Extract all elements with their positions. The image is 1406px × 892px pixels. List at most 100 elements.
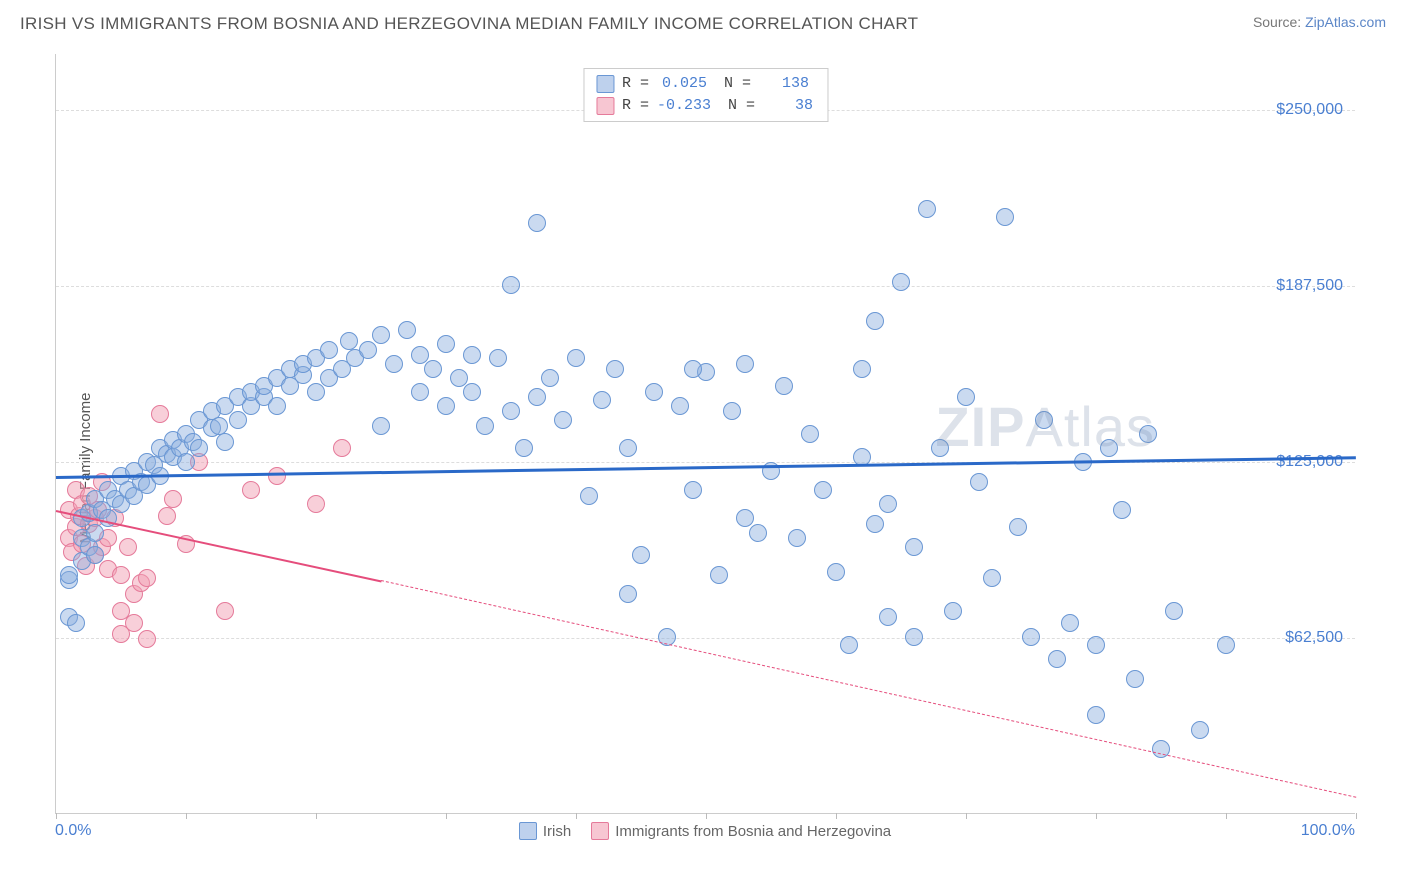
data-point: [476, 417, 494, 435]
data-point: [567, 349, 585, 367]
data-point: [684, 481, 702, 499]
data-point: [944, 602, 962, 620]
swatch-irish: [596, 75, 614, 93]
data-point: [775, 377, 793, 395]
legend-item-irish: Irish: [519, 822, 571, 840]
data-point: [749, 524, 767, 542]
x-tick: [576, 813, 577, 819]
data-point: [931, 439, 949, 457]
data-point: [268, 467, 286, 485]
data-point: [1100, 439, 1118, 457]
data-point: [1165, 602, 1183, 620]
data-point: [866, 515, 884, 533]
data-point: [632, 546, 650, 564]
data-point: [840, 636, 858, 654]
data-point: [918, 200, 936, 218]
source-link[interactable]: ZipAtlas.com: [1305, 14, 1386, 30]
data-point: [1139, 425, 1157, 443]
stats-row-bosnia: R = -0.233 N = 38: [596, 95, 813, 117]
data-point: [1087, 706, 1105, 724]
data-point: [307, 495, 325, 513]
swatch-bosnia: [591, 822, 609, 840]
data-point: [528, 214, 546, 232]
data-point: [1048, 650, 1066, 668]
data-point: [164, 490, 182, 508]
data-point: [905, 538, 923, 556]
data-point: [268, 397, 286, 415]
data-point: [67, 614, 85, 632]
gridline: [56, 638, 1355, 639]
r-irish: 0.025: [657, 73, 707, 95]
data-point: [736, 509, 754, 527]
x-tick: [1096, 813, 1097, 819]
data-point: [359, 341, 377, 359]
data-point: [138, 630, 156, 648]
data-point: [86, 524, 104, 542]
data-point: [437, 335, 455, 353]
data-point: [463, 383, 481, 401]
data-point: [229, 411, 247, 429]
data-point: [619, 439, 637, 457]
data-point: [1217, 636, 1235, 654]
legend-label-irish: Irish: [543, 823, 571, 840]
source-label: Source: ZipAtlas.com: [1253, 14, 1386, 30]
data-point: [853, 360, 871, 378]
y-tick-label: $62,500: [1285, 629, 1343, 647]
data-point: [86, 546, 104, 564]
data-point: [151, 405, 169, 423]
data-point: [957, 388, 975, 406]
x-tick: [706, 813, 707, 819]
data-point: [879, 495, 897, 513]
data-point: [398, 321, 416, 339]
data-point: [684, 360, 702, 378]
data-point: [814, 481, 832, 499]
gridline: [56, 462, 1355, 463]
x-tick: [446, 813, 447, 819]
series-legend: Irish Immigrants from Bosnia and Herzego…: [55, 822, 1355, 840]
data-point: [489, 349, 507, 367]
data-point: [307, 383, 325, 401]
data-point: [801, 425, 819, 443]
data-point: [242, 481, 260, 499]
stats-legend: R = 0.025 N = 138 R = -0.233 N = 38: [583, 68, 828, 122]
data-point: [671, 397, 689, 415]
data-point: [216, 433, 234, 451]
data-point: [372, 417, 390, 435]
data-point: [970, 473, 988, 491]
swatch-bosnia: [596, 97, 614, 115]
data-point: [177, 453, 195, 471]
x-tick: [836, 813, 837, 819]
stats-row-irish: R = 0.025 N = 138: [596, 73, 813, 95]
data-point: [502, 276, 520, 294]
data-point: [372, 326, 390, 344]
data-point: [138, 569, 156, 587]
data-point: [528, 388, 546, 406]
legend-item-bosnia: Immigrants from Bosnia and Herzegovina: [591, 822, 891, 840]
data-point: [1009, 518, 1027, 536]
data-point: [158, 507, 176, 525]
trend-line: [56, 457, 1356, 480]
data-point: [619, 585, 637, 603]
data-point: [736, 355, 754, 373]
data-point: [710, 566, 728, 584]
data-point: [723, 402, 741, 420]
chart-title: IRISH VS IMMIGRANTS FROM BOSNIA AND HERZ…: [20, 14, 918, 34]
data-point: [606, 360, 624, 378]
data-point: [385, 355, 403, 373]
x-tick: [316, 813, 317, 819]
data-point: [593, 391, 611, 409]
gridline: [56, 286, 1355, 287]
data-point: [424, 360, 442, 378]
data-point: [1022, 628, 1040, 646]
data-point: [554, 411, 572, 429]
data-point: [996, 208, 1014, 226]
n-irish: 138: [759, 73, 809, 95]
data-point: [119, 538, 137, 556]
legend-label-bosnia: Immigrants from Bosnia and Herzegovina: [615, 823, 891, 840]
data-point: [541, 369, 559, 387]
x-tick: [1226, 813, 1227, 819]
data-point: [60, 566, 78, 584]
data-point: [1035, 411, 1053, 429]
data-point: [112, 566, 130, 584]
data-point: [1087, 636, 1105, 654]
